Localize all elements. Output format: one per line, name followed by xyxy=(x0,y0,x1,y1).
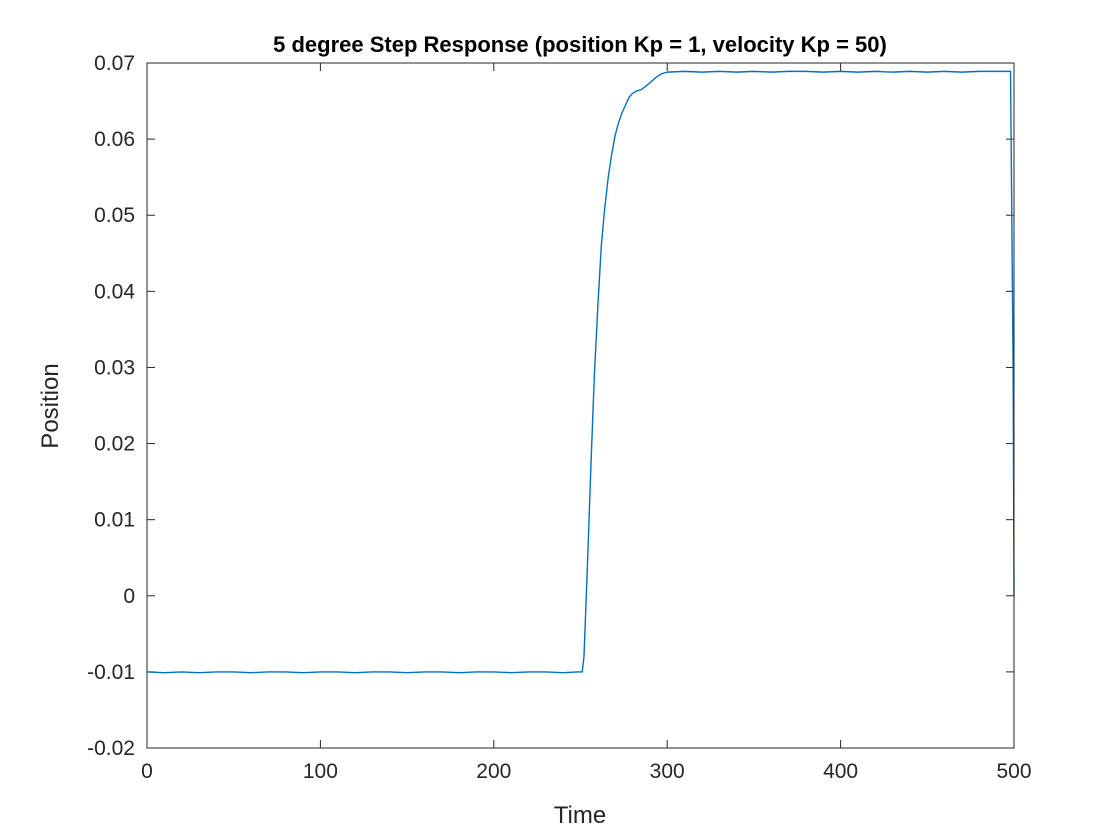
x-tick-label: 300 xyxy=(650,760,685,783)
y-tick-label: 0.05 xyxy=(94,204,135,227)
y-tick-label: 0 xyxy=(123,585,135,608)
series-layer xyxy=(146,70,1015,674)
y-tick-label: 0.04 xyxy=(94,280,135,303)
y-tick-label: 0.03 xyxy=(94,356,135,379)
x-axis-title: Time xyxy=(554,802,606,829)
tick-layer: 0 100 200 300 400 500 -0.02 -0.01 0 0.01 0.02 0.03 0… xyxy=(87,52,1031,783)
chart-title: 5 degree Step Response (position Kp = 1,… xyxy=(273,32,887,57)
x-tick-label: 400 xyxy=(823,760,858,783)
x-tick-label: 100 xyxy=(303,760,338,783)
y-tick-label: -0.01 xyxy=(87,661,135,684)
series-line xyxy=(146,70,1015,674)
x-tick-label: 0 xyxy=(141,760,153,783)
y-tick-label: -0.02 xyxy=(87,737,135,760)
y-axis-title: Position xyxy=(37,363,64,448)
y-tick-label: 0.01 xyxy=(94,509,135,532)
x-tick-label: 500 xyxy=(996,760,1031,783)
y-tick-label: 0.06 xyxy=(94,128,135,151)
y-tick-label: 0.07 xyxy=(94,52,135,75)
axes-box xyxy=(146,62,1015,749)
x-tick-label: 200 xyxy=(476,760,511,783)
y-tick-label: 0.02 xyxy=(94,433,135,456)
